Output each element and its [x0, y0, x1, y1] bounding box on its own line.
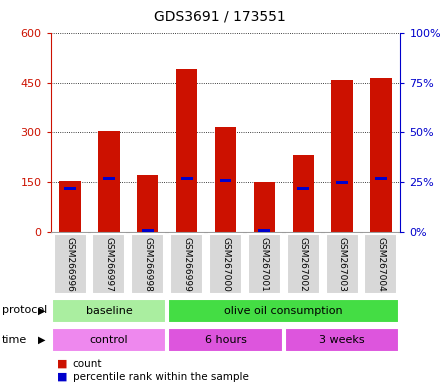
Bar [293, 155, 314, 232]
Text: GSM267003: GSM267003 [337, 237, 347, 291]
Bar [59, 181, 81, 232]
Bar [215, 127, 236, 232]
Text: GSM266996: GSM266996 [66, 237, 74, 291]
Bar [220, 179, 231, 182]
Text: protocol: protocol [2, 305, 48, 315]
Bar [254, 182, 275, 232]
Bar [375, 177, 387, 180]
Bar [331, 80, 353, 232]
Text: 6 hours: 6 hours [205, 335, 246, 345]
Text: time: time [2, 335, 27, 345]
Text: 3 weeks: 3 weeks [319, 335, 365, 345]
Text: GSM266997: GSM266997 [104, 237, 114, 291]
Bar [258, 229, 270, 232]
Text: percentile rank within the sample: percentile rank within the sample [73, 372, 249, 382]
FancyBboxPatch shape [170, 233, 203, 295]
Bar [297, 187, 309, 190]
Text: baseline: baseline [85, 306, 132, 316]
FancyBboxPatch shape [92, 233, 125, 295]
FancyBboxPatch shape [169, 299, 399, 323]
FancyBboxPatch shape [52, 328, 166, 352]
FancyBboxPatch shape [287, 233, 320, 295]
Text: GSM266998: GSM266998 [143, 237, 152, 291]
FancyBboxPatch shape [131, 233, 164, 295]
Text: olive oil consumption: olive oil consumption [224, 306, 343, 316]
Text: ▶: ▶ [38, 305, 46, 315]
Bar [103, 177, 115, 180]
FancyBboxPatch shape [52, 299, 166, 323]
FancyBboxPatch shape [326, 233, 359, 295]
Bar [142, 229, 154, 232]
FancyBboxPatch shape [248, 233, 281, 295]
Bar [336, 181, 348, 184]
Text: GSM266999: GSM266999 [182, 237, 191, 291]
Bar [176, 69, 197, 232]
FancyBboxPatch shape [169, 328, 282, 352]
Text: count: count [73, 359, 102, 369]
Bar [64, 187, 76, 190]
Text: GSM267002: GSM267002 [299, 237, 308, 291]
Text: GDS3691 / 173551: GDS3691 / 173551 [154, 10, 286, 23]
Text: ■: ■ [57, 372, 68, 382]
FancyBboxPatch shape [209, 233, 242, 295]
Text: control: control [90, 335, 128, 345]
Text: GSM267000: GSM267000 [221, 237, 230, 291]
Bar [98, 131, 120, 232]
Bar [181, 177, 193, 180]
FancyBboxPatch shape [285, 328, 399, 352]
Text: ▶: ▶ [38, 335, 46, 345]
FancyBboxPatch shape [54, 233, 87, 295]
Text: GSM267001: GSM267001 [260, 237, 269, 291]
Text: ■: ■ [57, 359, 68, 369]
Bar [370, 78, 392, 232]
Bar [137, 175, 158, 232]
FancyBboxPatch shape [364, 233, 397, 295]
Text: GSM267004: GSM267004 [377, 237, 385, 291]
